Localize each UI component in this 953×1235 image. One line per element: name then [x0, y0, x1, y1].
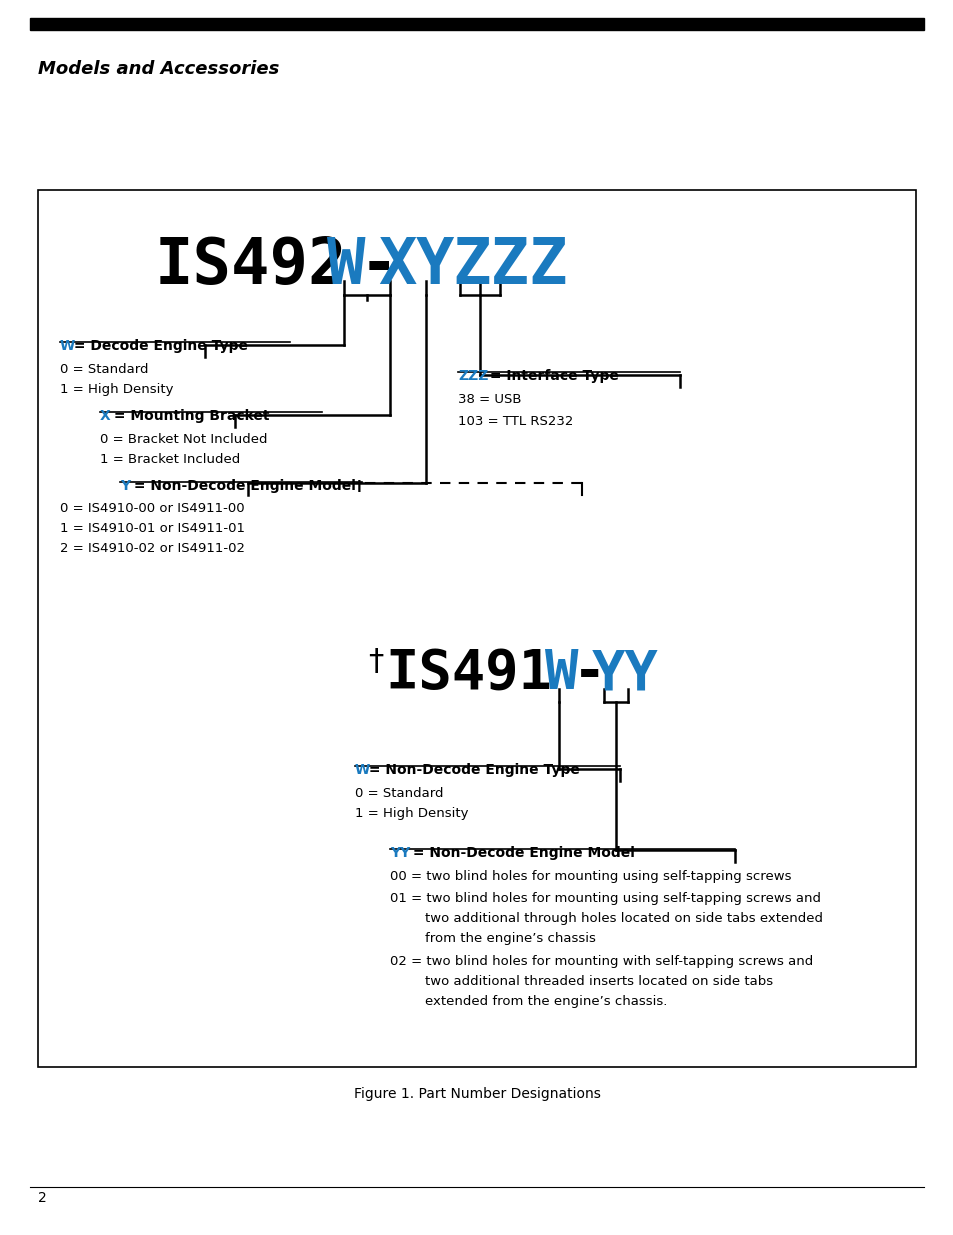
Text: IS491: IS491 — [385, 647, 551, 700]
Text: ZZZ: ZZZ — [452, 235, 567, 296]
Text: 01 = two blind holes for mounting using self-tapping screws and: 01 = two blind holes for mounting using … — [390, 892, 821, 905]
Text: 0 = IS4910-00 or IS4911-00: 0 = IS4910-00 or IS4911-00 — [60, 501, 244, 515]
Text: X: X — [377, 235, 416, 296]
Text: W: W — [355, 763, 370, 777]
Text: 0 = Standard: 0 = Standard — [355, 787, 443, 800]
Text: from the engine’s chassis: from the engine’s chassis — [424, 932, 596, 945]
Text: -: - — [573, 647, 606, 700]
Text: W: W — [327, 235, 365, 296]
Text: 1 = IS4910-01 or IS4911-01: 1 = IS4910-01 or IS4911-01 — [60, 522, 245, 535]
Text: 1 = High Density: 1 = High Density — [60, 383, 173, 396]
Text: Models and Accessories: Models and Accessories — [38, 61, 279, 78]
Text: = Non-Decode Engine Type: = Non-Decode Engine Type — [364, 763, 579, 777]
Text: W: W — [544, 647, 578, 700]
Bar — [30, 19, 923, 30]
Text: ZZZ: ZZZ — [457, 369, 488, 383]
Text: = Non-Decode Engine Model†: = Non-Decode Engine Model† — [129, 479, 362, 493]
Text: extended from the engine’s chassis.: extended from the engine’s chassis. — [424, 995, 667, 1008]
Text: = Interface Type: = Interface Type — [484, 369, 618, 383]
Text: -: - — [359, 235, 398, 296]
Text: 02 = two blind holes for mounting with self-tapping screws and: 02 = two blind holes for mounting with s… — [390, 955, 812, 968]
Text: 00 = two blind holes for mounting using self-tapping screws: 00 = two blind holes for mounting using … — [390, 869, 791, 883]
Text: = Decode Engine Type: = Decode Engine Type — [69, 338, 248, 353]
Bar — [38, 190, 915, 1067]
Text: 1 = Bracket Included: 1 = Bracket Included — [100, 453, 240, 466]
Text: two additional threaded inserts located on side tabs: two additional threaded inserts located … — [424, 974, 772, 988]
Text: 0 = Standard: 0 = Standard — [60, 363, 149, 375]
Text: 103 = TTL RS232: 103 = TTL RS232 — [457, 415, 573, 429]
Text: W: W — [60, 338, 75, 353]
Text: YY: YY — [390, 846, 410, 860]
Text: = Mounting Bracket: = Mounting Bracket — [109, 409, 269, 424]
Text: X: X — [100, 409, 111, 424]
Text: YY: YY — [592, 647, 659, 700]
Text: 1 = High Density: 1 = High Density — [355, 806, 468, 820]
Text: 0 = Bracket Not Included: 0 = Bracket Not Included — [100, 433, 267, 446]
Text: 2 = IS4910-02 or IS4911-02: 2 = IS4910-02 or IS4911-02 — [60, 542, 245, 555]
Text: IS492: IS492 — [154, 235, 347, 296]
Text: Y: Y — [120, 479, 130, 493]
Text: Figure 1. Part Number Designations: Figure 1. Part Number Designations — [354, 1087, 599, 1100]
Text: Y: Y — [416, 235, 454, 296]
Text: = Non-Decode Engine Model: = Non-Decode Engine Model — [408, 846, 634, 860]
Text: 38 = USB: 38 = USB — [457, 393, 521, 406]
Text: 2: 2 — [38, 1191, 47, 1205]
Text: †: † — [368, 647, 383, 676]
Text: two additional through holes located on side tabs extended: two additional through holes located on … — [424, 911, 822, 925]
